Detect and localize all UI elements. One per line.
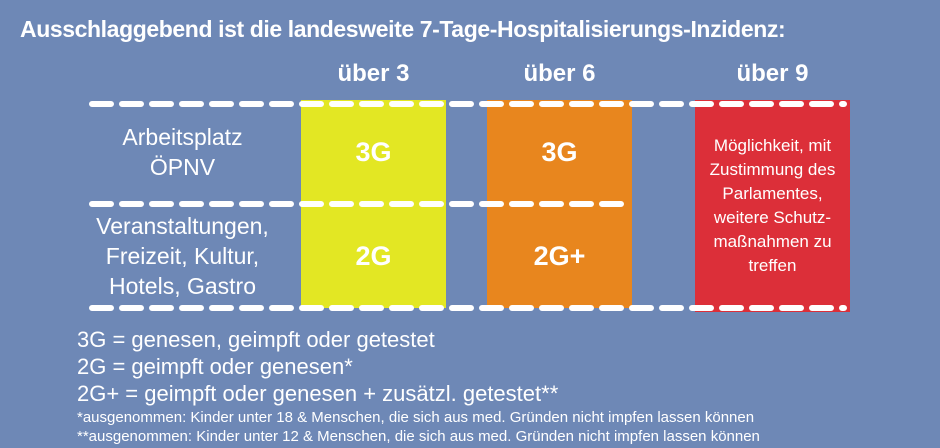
row-label-line: Arbeitsplatz — [122, 124, 243, 150]
footnote-under-18: *ausgenommen: Kinder unter 18 & Menschen… — [77, 409, 755, 426]
level-block-ueber-3: 3G 2G — [301, 100, 446, 308]
row-label-arbeitsplatz-oepnv: Arbeitsplatz ÖPNV — [60, 100, 305, 204]
parliament-note-line: Zustimmung des — [709, 160, 836, 179]
legend-2g: 2G = geimpft oder genesen* — [77, 354, 353, 379]
row-label-line: Veranstaltungen, — [96, 213, 269, 239]
parliament-note-line: Möglichkeit, mit — [713, 136, 832, 155]
column-header-ueber-9: über 9 — [736, 60, 809, 87]
row-label-line: ÖPNV — [149, 154, 216, 180]
parliament-note-line: treffen — [748, 256, 797, 275]
level-block-ueber-9: Möglichkeit, mit Zustimmung des Parlamen… — [695, 100, 850, 312]
cell-veranstaltungen-2g-plus: 2G+ — [533, 240, 586, 271]
page-title: Ausschlaggebend ist die landesweite 7-Ta… — [20, 16, 786, 42]
parliament-note-line: weitere Schutz- — [713, 208, 832, 227]
footnote-under-12: **ausgenommen: Kinder unter 12 & Mensche… — [77, 428, 760, 445]
row-label-line: Hotels, Gastro — [109, 273, 256, 299]
legend-2g-plus: 2G+ = geimpft oder genesen + zusätzl. ge… — [77, 381, 559, 406]
row-label-line: Freizeit, Kultur, — [105, 243, 260, 269]
level-block-ueber-6: 3G 2G+ — [487, 100, 632, 308]
legend: 3G = genesen, geimpft oder getestet 2G =… — [77, 326, 558, 407]
cell-arbeitsplatz-3g: 3G — [541, 136, 578, 167]
cell-veranstaltungen-2g: 2G — [355, 240, 392, 271]
parliament-note-line: maßnahmen zu — [713, 232, 832, 251]
legend-3g: 3G = genesen, geimpft oder getestet — [77, 327, 435, 352]
column-header-ueber-3: über 3 — [337, 60, 410, 87]
cell-arbeitsplatz-3g: 3G — [355, 136, 392, 167]
row-label-veranstaltungen: Veranstaltungen, Freizeit, Kultur, Hotel… — [60, 204, 305, 308]
footnotes: *ausgenommen: Kinder unter 18 & Menschen… — [77, 408, 760, 446]
column-header-ueber-6: über 6 — [523, 60, 596, 87]
parliament-note-line: Parlamentes, — [722, 184, 823, 203]
